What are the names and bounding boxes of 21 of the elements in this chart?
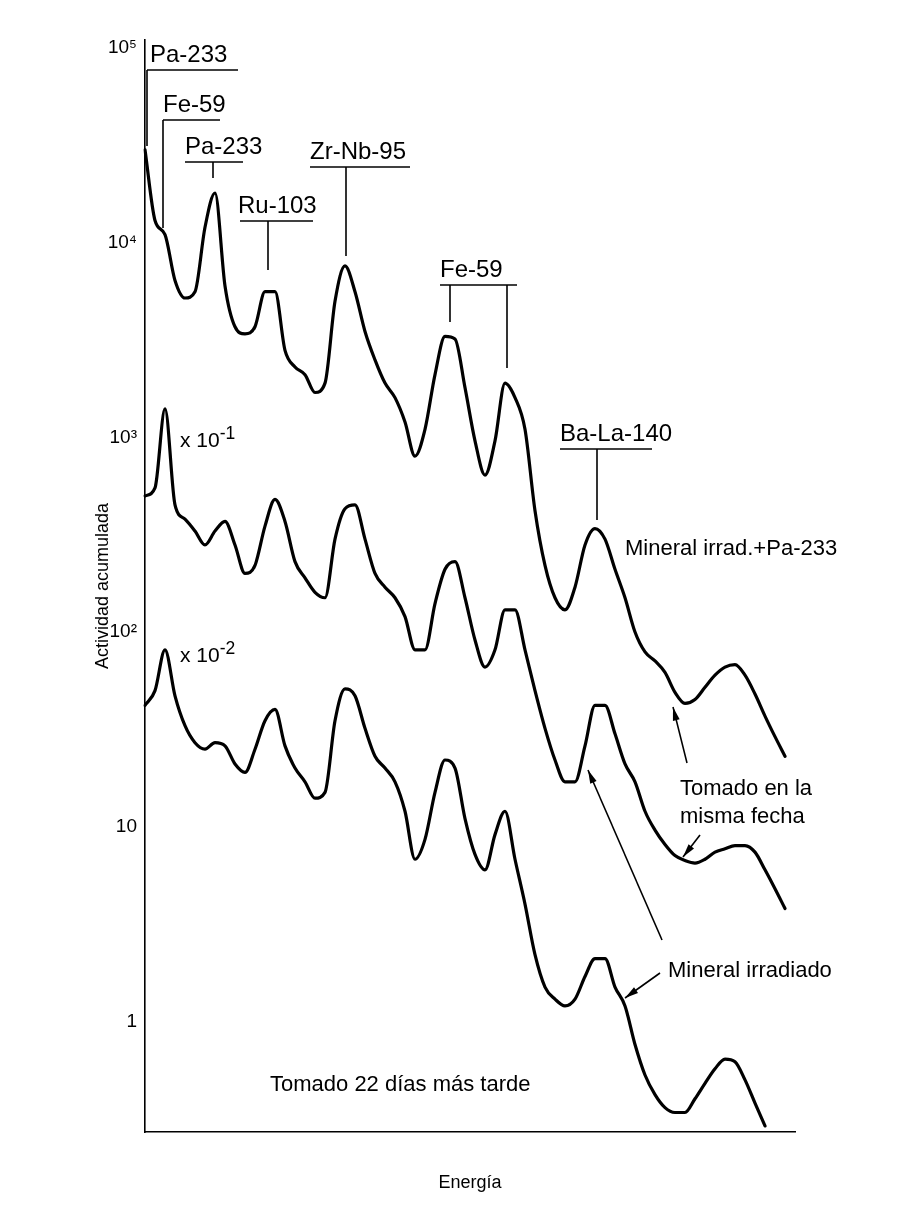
annotation: Zr-Nb-95 — [310, 136, 407, 166]
annotation: Fe-59 — [440, 254, 503, 284]
y-tick-label: 10⁵ — [107, 36, 137, 58]
annotation: x 10$^{-2}$ — [180, 638, 236, 668]
y-tick-label: 1 — [126, 1009, 137, 1031]
y-tick-label: 10² — [109, 620, 137, 642]
annotation: x 10$^{-1}$ — [180, 423, 236, 453]
annotation: Mineral irrad.+Pa-233 — [625, 534, 838, 562]
y-axis-title: Actividad acumulada — [91, 501, 112, 670]
y-tick-label: 10³ — [109, 425, 137, 447]
y-tick-label: 10 — [115, 814, 137, 836]
y-tick-label: 10⁴ — [107, 230, 137, 252]
annotation: Mineral irradiado — [668, 956, 832, 984]
annotation: Tomado en la misma fecha — [680, 774, 814, 829]
annotation: Pa-233 — [185, 131, 263, 161]
annotation: Ba-La-140 — [560, 418, 673, 448]
annotation: Pa-233 — [150, 39, 228, 69]
annotation: Tomado 22 días más tarde — [270, 1070, 531, 1098]
annotation: Fe-59 — [163, 89, 226, 119]
x-axis-title: Energía — [438, 1172, 503, 1193]
annotation: Ru-103 — [238, 190, 317, 220]
